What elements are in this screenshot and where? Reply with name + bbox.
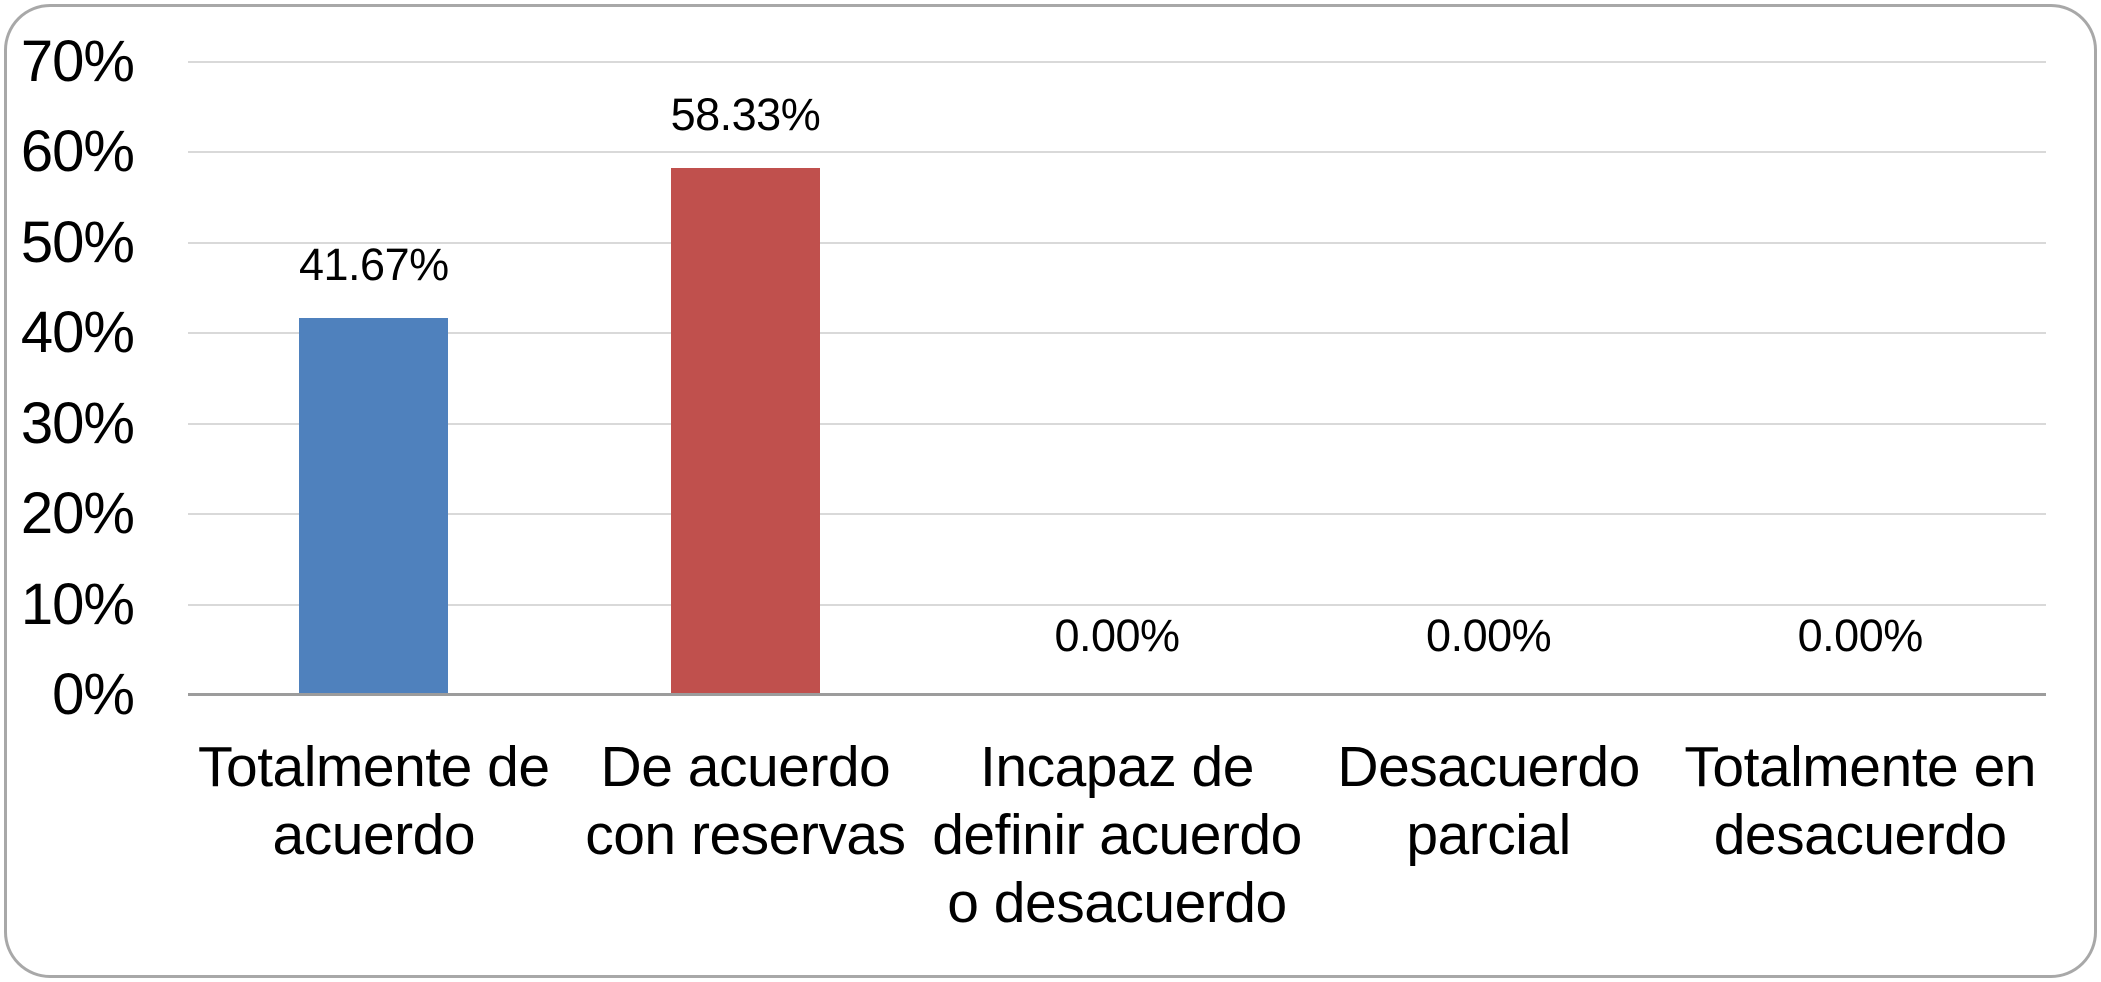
gridline-10 — [188, 603, 2046, 606]
gridline-30 — [188, 422, 2046, 425]
y-tick-label-40pct: 40% — [20, 300, 135, 366]
data-label-2: 0.00% — [1054, 610, 1180, 661]
y-tick-label-30pct: 30% — [20, 390, 135, 456]
y-tick-label-10pct: 10% — [20, 571, 135, 637]
category-label-2: Incapaz de definir acuerdo o desacuerdo — [932, 735, 1302, 935]
category-label-4: Totalmente en desacuerdo — [1684, 735, 2036, 867]
y-tick-label-70pct: 70% — [20, 29, 135, 94]
category-label-3: Desacuerdo parcial — [1337, 735, 1640, 867]
data-label-3: 0.00% — [1426, 610, 1552, 661]
gridline-50 — [188, 241, 2046, 244]
x-axis-line — [188, 693, 2046, 696]
plot-area: 41.67% 58.33% 0.00% 0.00% 0.00% — [188, 61, 2046, 696]
bar-0 — [299, 318, 448, 695]
gridline-20 — [188, 513, 2046, 516]
category-label-0: Totalmente de acuerdo — [198, 735, 550, 867]
gridline-60 — [188, 151, 2046, 154]
y-tick-label-60pct: 60% — [20, 119, 135, 185]
category-label-1: De acuerdo con reservas — [585, 735, 906, 867]
data-label-0: 41.67% — [298, 239, 449, 290]
x-axis-category-labels: Totalmente de acuerdo De acuerdo con reserv… — [188, 733, 2046, 973]
data-label-4: 0.00% — [1797, 610, 1924, 661]
gridline-70 — [188, 61, 2046, 63]
gridline-40 — [188, 332, 2046, 335]
y-tick-label-0pct: 0% — [52, 662, 135, 727]
bar-1 — [671, 168, 820, 695]
data-label-1: 58.33% — [670, 89, 821, 140]
y-tick-label-20pct: 20% — [20, 481, 135, 547]
y-axis: 0% 10% 20% 30% 40% 50% 60% 70% — [0, 33, 135, 724]
y-tick-label-50pct: 50% — [20, 209, 135, 275]
